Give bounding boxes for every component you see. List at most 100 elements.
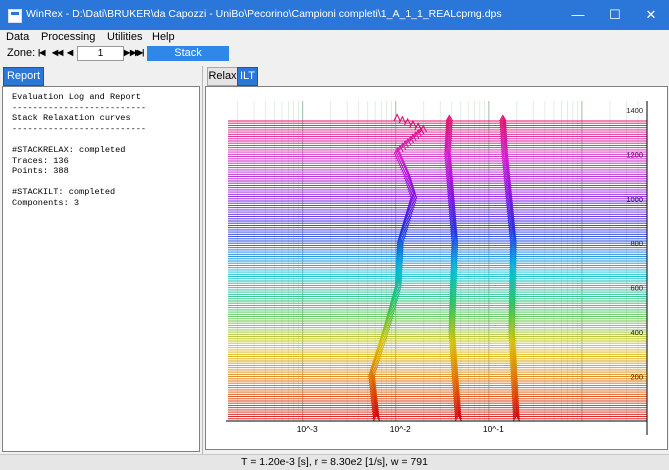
trace-peak: [506, 201, 514, 208]
trace-peak: [449, 341, 457, 348]
trace-peak: [508, 298, 516, 306]
menu-data[interactable]: Data: [6, 31, 30, 43]
trace-peak: [508, 221, 516, 228]
trace-peak: [449, 287, 457, 295]
prev-zone-button[interactable]: ◀: [67, 48, 73, 57]
trace-peak: [446, 176, 454, 184]
trace-peak: [452, 389, 461, 397]
trace-peak: [509, 254, 517, 262]
trace-peak: [445, 121, 453, 128]
trace-peak: [509, 265, 517, 273]
trace-peak: [452, 387, 461, 395]
trace-lines: [228, 120, 647, 422]
trace-peak: [394, 268, 403, 277]
trace-peak: [450, 229, 458, 237]
trace-peak: [511, 389, 519, 397]
trace-peak: [508, 278, 517, 286]
trace-peak: [451, 369, 459, 377]
trace-peak: [445, 123, 453, 131]
trace-peak: [448, 327, 456, 335]
trace-peak: [451, 236, 459, 244]
trace-peak: [501, 149, 509, 157]
trace-peak: [396, 244, 404, 253]
fast-next-zone-button[interactable]: ▶▶: [130, 48, 141, 57]
tab-relax[interactable]: Relax: [207, 67, 238, 86]
trace-peak: [509, 361, 518, 368]
trace-peak: [445, 116, 453, 124]
trace-peak: [512, 412, 521, 420]
trace-peak: [450, 352, 458, 360]
last-zone-button[interactable]: ▶|: [137, 48, 144, 57]
trace-peak: [448, 316, 456, 324]
trace-peak: [448, 336, 457, 344]
trace-peak: [394, 271, 403, 280]
ilt-stack-plot[interactable]: 10^-3 10^-2 10^-1 1400 1200 1000 800 600 400 200: [205, 86, 668, 450]
trace-peak: [450, 358, 458, 366]
trace-peak: [507, 212, 515, 220]
trace-peak: [398, 115, 407, 124]
trace-peak: [499, 118, 507, 126]
trace-peak: [509, 258, 517, 266]
trace-peak: [409, 119, 417, 128]
panel-divider[interactable]: [202, 66, 203, 454]
trace-peak: [369, 382, 377, 391]
trace-peak: [444, 149, 452, 157]
trace-peak: [451, 365, 459, 373]
trace-peak: [393, 113, 401, 122]
trace-peak: [509, 232, 517, 240]
report-log-line: Traces: 136: [12, 155, 69, 166]
trace-peak: [511, 396, 520, 404]
trace-peak: [450, 261, 458, 268]
trace-peak: [447, 194, 456, 202]
tab-ilt[interactable]: ILT: [237, 67, 258, 86]
menu-help[interactable]: Help: [152, 31, 175, 43]
report-log-panel: Evaluation Log and Report ---------------…: [2, 86, 200, 452]
trace-peak: [393, 146, 402, 155]
trace-peak: [370, 395, 379, 404]
menu-processing[interactable]: Processing: [41, 31, 96, 43]
trace-peak: [503, 172, 511, 180]
fast-prev-zone-button[interactable]: ◀◀: [52, 48, 63, 57]
trace-peak: [508, 309, 516, 317]
app-icon: [8, 9, 22, 23]
trace-peak: [370, 393, 378, 402]
trace-peak: [504, 181, 512, 188]
trace-peak: [505, 194, 513, 202]
trace-peak: [509, 354, 517, 362]
trace-peak: [511, 385, 519, 393]
report-log-line: Components: 3: [12, 197, 80, 208]
trace-peak: [448, 201, 456, 208]
report-log-line: --------------------------: [12, 123, 147, 134]
menu-utilities[interactable]: Utilities: [107, 31, 143, 43]
trace-peak: [448, 309, 457, 317]
trace-peak: [508, 334, 516, 342]
trace-peak: [508, 223, 516, 231]
maximize-button[interactable]: ☐: [609, 7, 621, 22]
zone-input[interactable]: 1: [77, 46, 124, 61]
trace-peak: [508, 276, 517, 284]
trace-peak: [503, 174, 511, 182]
next-zone-button[interactable]: ▶: [124, 48, 130, 57]
trace-peak: [450, 234, 459, 242]
stack-button[interactable]: Stack: [147, 46, 229, 61]
trace-peak: [449, 296, 457, 304]
tab-report[interactable]: Report: [3, 67, 44, 86]
trace-peak: [396, 144, 404, 153]
trace-peak: [512, 401, 520, 408]
trace-peak: [512, 403, 520, 411]
trace-peak: [508, 289, 517, 297]
report-log-line: --------------------------: [12, 102, 147, 113]
close-button[interactable]: ✕: [645, 7, 657, 22]
trace-peak: [449, 278, 458, 286]
trace-peak: [509, 252, 517, 260]
trace-peak: [450, 232, 459, 240]
trace-peak: [453, 398, 461, 406]
zone-label: Zone:: [7, 47, 36, 59]
trace-peak: [508, 329, 516, 337]
trace-peak: [372, 411, 380, 420]
trace-peak: [450, 361, 459, 368]
trace-peak: [444, 127, 453, 135]
minimize-button[interactable]: —: [571, 7, 585, 22]
trace-peak: [395, 264, 403, 273]
first-zone-button[interactable]: |◀: [38, 48, 45, 57]
